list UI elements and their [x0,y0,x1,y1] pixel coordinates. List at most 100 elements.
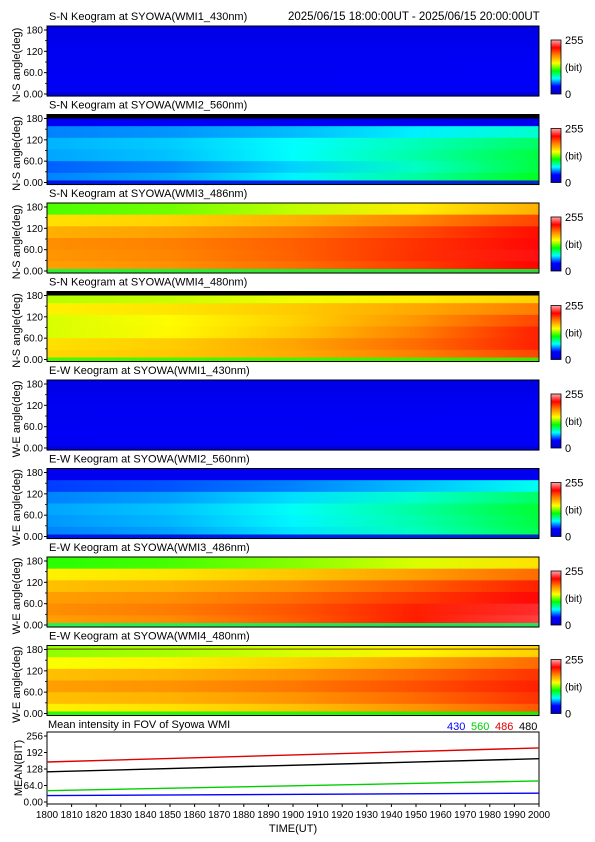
colorbar-unit-label: (bit) [565,594,582,605]
y-tick-label: 180 [26,645,43,656]
colorbar [550,482,562,537]
y-tick-label: 120 [26,135,43,146]
y-tick-label: 64.0 [24,781,44,792]
colorbar-min-label: 0 [565,266,571,278]
x-tick-label: 1960 [429,810,452,821]
colorbar-min-label: 0 [565,532,571,544]
panel-title: E-W Keogram at SYOWA(WMI3_486nm) [49,542,250,554]
y-tick-label: 0.00 [24,355,44,366]
colorbar-max-label: 255 [565,566,583,578]
keogram-horizon-strip [47,446,539,450]
keogram-panel-sn-430: S-N Keogram at SYOWA(WMI1_430nm) 180 120 60… [11,11,583,102]
keogram-top-line [47,648,539,650]
colorbar [550,659,562,714]
series-line-430 [46,792,540,797]
keogram-image-band [47,326,539,339]
colorbar-unit-label: (bit) [565,683,582,694]
colorbar [550,393,562,449]
mean-intensity-chart: Mean intensity in FOV of Syowa WMI 430 56… [13,719,551,835]
y-tick-label: 0.00 [24,532,44,543]
y-tick-label: 60.0 [24,511,44,522]
colorbar-unit-label: (bit) [565,240,582,251]
keogram-image-band [47,380,539,393]
panel-title: S-N Keogram at SYOWA(WMI2_560nm) [49,100,247,112]
keogram-image-band [47,226,539,239]
y-tick-label: 120 [26,312,43,323]
y-tick-label: 60.0 [24,157,44,168]
y-tick-label: 60.0 [24,68,44,79]
keogram-image-band [47,149,539,162]
keogram-image-band [47,161,539,174]
colorbar-min-label: 0 [565,443,571,455]
keogram-image-band [47,515,539,528]
y-tick-label: 180 [26,114,43,125]
keogram-image-band [47,238,539,251]
keogram-panel-ew-480: E-W Keogram at SYOWA(WMI4_480nm) 180 120 60… [11,631,583,723]
keogram-panel-sn-560: S-N Keogram at SYOWA(WMI2_560nm) 180 120 60… [11,100,583,191]
keogram-frame [46,468,540,539]
y-tick-label: 0.00 [24,798,44,809]
keogram-panel-ew-560: E-W Keogram at SYOWA(WMI2_560nm) 180 120 60… [11,454,583,546]
y-tick-label: 180 [26,26,43,37]
keogram-image-band [47,391,539,404]
series-line-560 [46,780,540,792]
colorbar [550,39,562,95]
keogram-horizon-strip [47,711,539,716]
colorbar-unit-label: (bit) [565,506,582,517]
keogram-image-band [47,26,539,39]
keogram-image-band [47,126,539,139]
keogram-image-band [47,137,539,151]
chart-y-axis: 256 192 128 64.0 0.00 [24,732,47,809]
y-tick-label: 0.00 [24,709,44,720]
keogram-frame [46,379,540,451]
keogram-image-band [47,426,539,439]
keogram-image-band [47,303,539,316]
keogram-image-band [47,338,539,351]
keogram-image-band [47,203,539,216]
panel-title: S-N Keogram at SYOWA(WMI4_480nm) [49,277,247,289]
x-tick-label: 1800 [36,810,59,821]
x-tick-label: 2000 [528,810,551,821]
header-time-range: 2025/06/15 18:00:00UT - 2025/06/15 20:00… [288,11,540,23]
y-tick-label: 180 [26,203,43,214]
x-tick-label: 1950 [405,810,428,821]
y-axis-label: N-S angle(deg) [11,116,23,191]
keogram-panel-ew-486: E-W Keogram at SYOWA(WMI3_486nm) 180 120 60… [11,542,583,634]
keogram-top-band [47,291,539,296]
panel-title: S-N Keogram at SYOWA(WMI3_486nm) [49,188,247,200]
colorbar-min-label: 0 [565,355,571,367]
colorbar [550,216,562,272]
keogram-horizon-strip [47,623,539,627]
keogram-frame [46,645,540,716]
panel-title: E-W Keogram at SYOWA(WMI4_480nm) [49,631,250,643]
keogram-image-band [47,668,539,682]
y-tick-label: 60.0 [24,334,44,345]
chart-x-axis-label: TIME(UT) [269,823,317,835]
y-tick-label: 120 [26,224,43,235]
colorbar [550,570,562,626]
x-tick-label: 1840 [134,810,157,821]
keogram-image-band [47,314,539,328]
y-tick-label: 192 [26,748,43,759]
colorbar-max-label: 255 [565,212,583,224]
series-line-480 [46,758,540,773]
keogram-panel-sn-480: S-N Keogram at SYOWA(WMI4_480nm) 180 120 60… [11,277,583,368]
y-tick-label: 120 [26,401,43,412]
keogram-image-band [47,580,539,593]
keogram-panel-ew-430: E-W Keogram at SYOWA(WMI1_430nm) 180 120 60… [11,365,583,457]
keogram-image-band [47,415,539,428]
colorbar-max-label: 255 [565,124,583,136]
y-axis-label: N-S angle(deg) [11,293,23,368]
y-axis-label: N-S angle(deg) [11,28,23,103]
chart-legend: 430 560 486 480 [447,721,537,733]
x-tick-label: 1830 [110,810,133,821]
colorbar-unit-label: (bit) [565,417,582,428]
chart-series [46,747,540,797]
y-tick-label: 120 [26,489,43,500]
keogram-image-band [47,557,539,570]
y-tick-label: 128 [26,765,43,776]
colorbar-min-label: 0 [565,620,571,632]
keogram-frame [46,114,540,185]
y-tick-label: 0.00 [24,267,44,278]
